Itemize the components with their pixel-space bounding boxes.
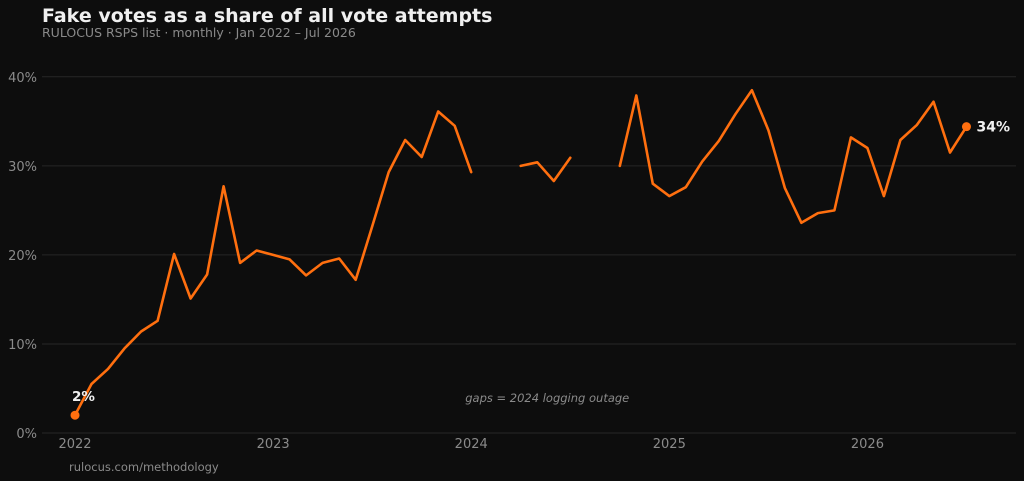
series-line-segment bbox=[618, 88, 968, 225]
chart-title: Fake votes as a share of all vote attemp… bbox=[42, 5, 493, 27]
x-tick-label: 2022 bbox=[58, 437, 91, 452]
endpoint-label-end: 34% bbox=[976, 120, 1010, 136]
x-tick-label: 2026 bbox=[851, 437, 884, 452]
x-tick-label: 2024 bbox=[455, 437, 488, 452]
y-tick-label: 10% bbox=[8, 338, 37, 353]
series-lines bbox=[73, 88, 968, 417]
x-tick-label: 2023 bbox=[257, 437, 290, 452]
series-line-segment bbox=[519, 156, 572, 183]
endpoint-marker bbox=[961, 122, 971, 132]
y-tick-label: 0% bbox=[16, 427, 37, 442]
methodology-link[interactable]: rulocus.com/methodology bbox=[69, 460, 219, 474]
x-tick-label: 2025 bbox=[653, 437, 686, 452]
axes: 0% 10% 20% 30% 40% 2022 2023 2024 2025 2026 bbox=[8, 71, 884, 452]
series-line-segment bbox=[73, 110, 473, 417]
chart-subtitle: RULOCUS RSPS list · monthly · Jan 2022 –… bbox=[42, 25, 356, 40]
gridlines bbox=[42, 76, 1016, 434]
y-tick-label: 20% bbox=[8, 249, 37, 264]
endpoint-markers: 2% 34% bbox=[70, 120, 1010, 420]
endpoint-label-start: 2% bbox=[72, 389, 95, 405]
y-tick-label: 30% bbox=[8, 160, 37, 175]
annotations: gaps = 2024 logging outage bbox=[465, 391, 629, 405]
y-tick-label: 40% bbox=[8, 71, 37, 86]
endpoint-marker bbox=[70, 410, 80, 420]
gap-annotation: gaps = 2024 logging outage bbox=[465, 391, 629, 405]
